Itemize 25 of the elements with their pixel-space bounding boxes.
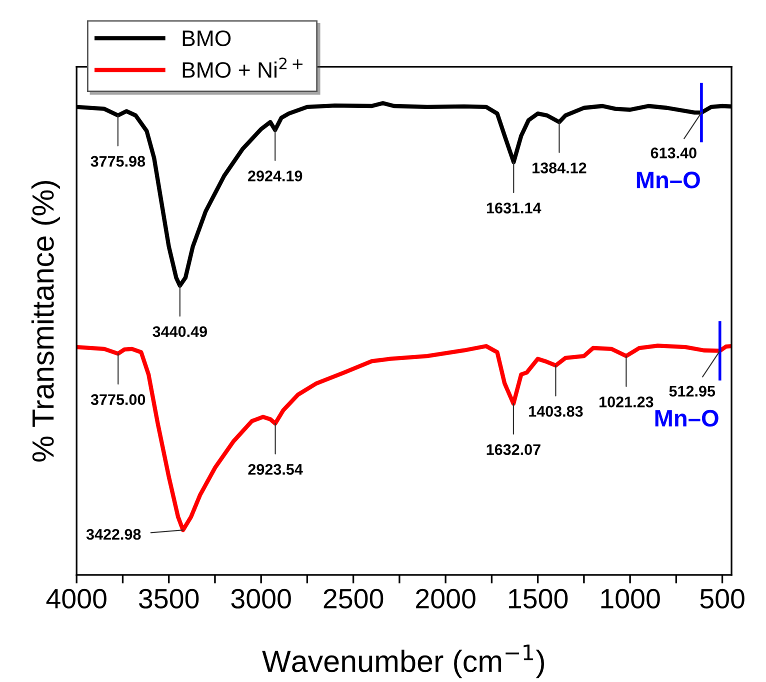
- legend-label: BMO + Ni$^{2+}$: [182, 58, 302, 78]
- annotation: 1403.83: [529, 406, 583, 417]
- x-tick-label: 3500: [139, 588, 199, 609]
- annotation: 3440.49: [152, 326, 207, 338]
- annotation: 512.95 Mn–O: [655, 386, 718, 427]
- y-axis-title: % Transmittance (%): [31, 180, 60, 462]
- legend-label: BMO: [182, 30, 231, 46]
- annotation: 3422.98: [86, 528, 141, 540]
- x-tick-label: 1000: [601, 588, 660, 609]
- annotation: 1021.23: [600, 396, 654, 408]
- annotation: 1631.14: [487, 202, 542, 214]
- x-axis-title: Wavenumber (cm$^{−1}$): [262, 644, 544, 678]
- x-tick-label: 2000: [416, 588, 476, 609]
- x-tick-label: 1500: [509, 588, 568, 609]
- x-tick-label: 3000: [231, 588, 291, 609]
- annotation: 613.40 Mn–O: [636, 148, 700, 188]
- annotation: 2923.54: [248, 464, 303, 475]
- annotation: 1384.12: [532, 162, 586, 174]
- annotation: 3775.00: [90, 394, 146, 406]
- x-tick-label: 4000: [46, 588, 106, 609]
- x-tick-label: 500: [700, 588, 744, 609]
- annotation: 1632.07: [486, 444, 540, 456]
- x-tick-label: 2500: [324, 588, 384, 609]
- annotation: 3775.98: [90, 156, 146, 167]
- annotation: 2924.19: [248, 170, 302, 182]
